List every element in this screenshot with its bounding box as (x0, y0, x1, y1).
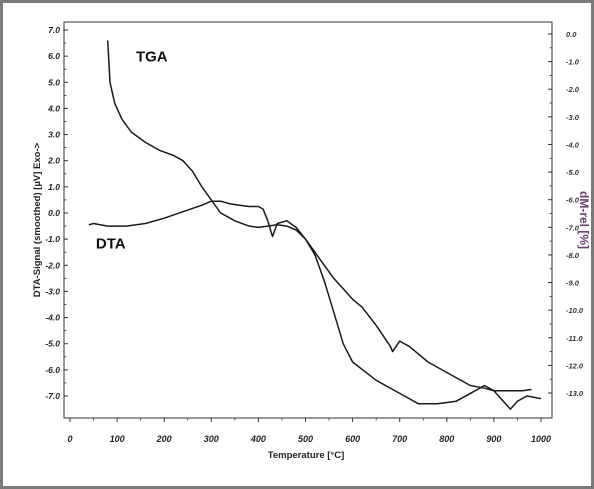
x-tick-label: 900 (486, 434, 501, 444)
y-right-tick-label: -6.0 (566, 196, 580, 205)
x-tick-label: 400 (250, 434, 266, 444)
y-right-tick-label: -7.0 (566, 223, 580, 232)
y-left-tick-label: 2.0 (47, 156, 60, 166)
plot-border (63, 21, 553, 419)
y-left-tick-label: -6.0 (45, 365, 60, 375)
y-right-tick-label: -5.0 (566, 168, 580, 177)
y-left-tick-label: 0.0 (48, 208, 60, 218)
x-tick-label: 1000 (531, 434, 551, 444)
y-right-tick-label: -13.0 (566, 389, 584, 398)
plot-area: 0 100 200 300 400 500 600 700 800 900 1000 7.0 6.0 5.… (45, 21, 584, 444)
x-tick-label: 800 (439, 434, 454, 444)
y-left-tick-label: 3.0 (48, 130, 60, 140)
y-right-tick-label: -10.0 (566, 306, 584, 315)
y-left-tick-label: -7.0 (45, 391, 60, 401)
y-left-tick-label: 4.0 (47, 103, 60, 113)
y-left-tick-label: 6.0 (48, 51, 60, 61)
y-right-tick-label: -11.0 (566, 334, 583, 343)
series-line-dta (88, 200, 542, 410)
x-tick-label: 700 (392, 434, 407, 444)
y-axis-label-left: DTA-Signal (smoothed) [µV] Exo-> (32, 142, 43, 297)
y-left-tick-label: -1.0 (45, 234, 60, 244)
x-tick-label: 300 (204, 434, 219, 444)
y-axis-label-right: dM-rel [%] (577, 191, 591, 249)
y-right-tick-label: -2.0 (566, 85, 580, 94)
y-left-tick-label: -4.0 (45, 313, 60, 323)
y-right-tick-label: -1.0 (566, 58, 580, 67)
series-line-tga (106, 40, 532, 392)
y-right-tick-label: -12.0 (566, 361, 584, 370)
y-right-tick-label: -8.0 (566, 251, 580, 260)
y-left-tick-label: -2.0 (45, 260, 60, 270)
y-left-tick-label: -5.0 (45, 339, 60, 349)
y-right-tick-label: 0.0 (566, 30, 577, 39)
x-tick-label: 0 (67, 434, 72, 444)
y-right-tick-label: -9.0 (566, 279, 580, 288)
y-left-tick-label: 7.0 (48, 25, 60, 35)
x-tick-label: 500 (298, 434, 313, 444)
x-tick-label: 100 (110, 434, 125, 444)
x-axis-label: Temperature [°C] (268, 450, 344, 461)
y-right-tick-label: -3.0 (566, 113, 580, 122)
x-tick-label: 200 (156, 434, 172, 444)
x-tick-label: 600 (345, 434, 360, 444)
curve-label-dta: DTA (96, 235, 126, 252)
curve-label-tga: TGA (136, 48, 168, 65)
y-left-tick-label: -3.0 (45, 286, 60, 296)
y-right-tick-label: -4.0 (566, 140, 580, 149)
y-left-tick-label: 1.0 (48, 182, 60, 192)
y-left-tick-label: 5.0 (48, 77, 60, 87)
